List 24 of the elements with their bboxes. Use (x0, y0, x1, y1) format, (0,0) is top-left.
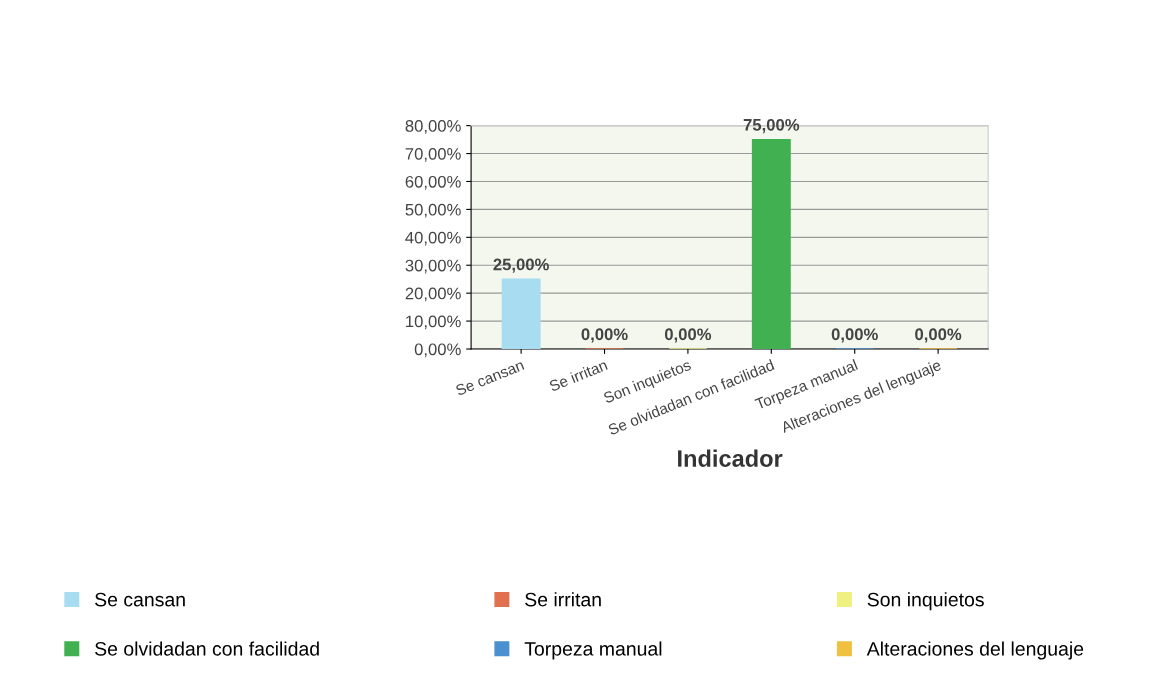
y-tick-label: 60,00% (405, 175, 461, 190)
y-tick-label: 80,00% (405, 120, 461, 134)
legend-label: Se irritan (525, 592, 601, 607)
legend-label: Son inquietos (867, 592, 984, 611)
data-label: 75,00% (743, 118, 800, 134)
y-tick-label: 20,00% (405, 287, 461, 302)
x-tick-label: Se cansan (454, 359, 525, 396)
data-label: 0,00% (831, 328, 878, 343)
y-tick-label: 30,00% (405, 259, 461, 274)
y-tick-label: 50,00% (405, 203, 461, 218)
data-label: 0,00% (664, 328, 712, 343)
y-tick-label: 10,00% (406, 315, 461, 330)
data-label: 25,00% (493, 258, 549, 273)
legend-label: Se cansan (95, 592, 185, 607)
data-label: 0,00% (581, 328, 628, 343)
y-tick-label: 40,00% (405, 231, 461, 246)
legend-label: Alteraciones del lenguaje (866, 641, 1084, 660)
legend-label: Torpeza manual (524, 641, 662, 660)
data-label: 0,00% (915, 328, 962, 343)
y-tick-label: 70,00% (405, 147, 461, 162)
legend-label: Se olvidadan con facilidad (95, 641, 319, 656)
y-tick-label: 0,00% (414, 343, 461, 358)
x-axis-title: Indicador (678, 449, 783, 467)
x-tick-label: Se irritan (548, 359, 608, 392)
